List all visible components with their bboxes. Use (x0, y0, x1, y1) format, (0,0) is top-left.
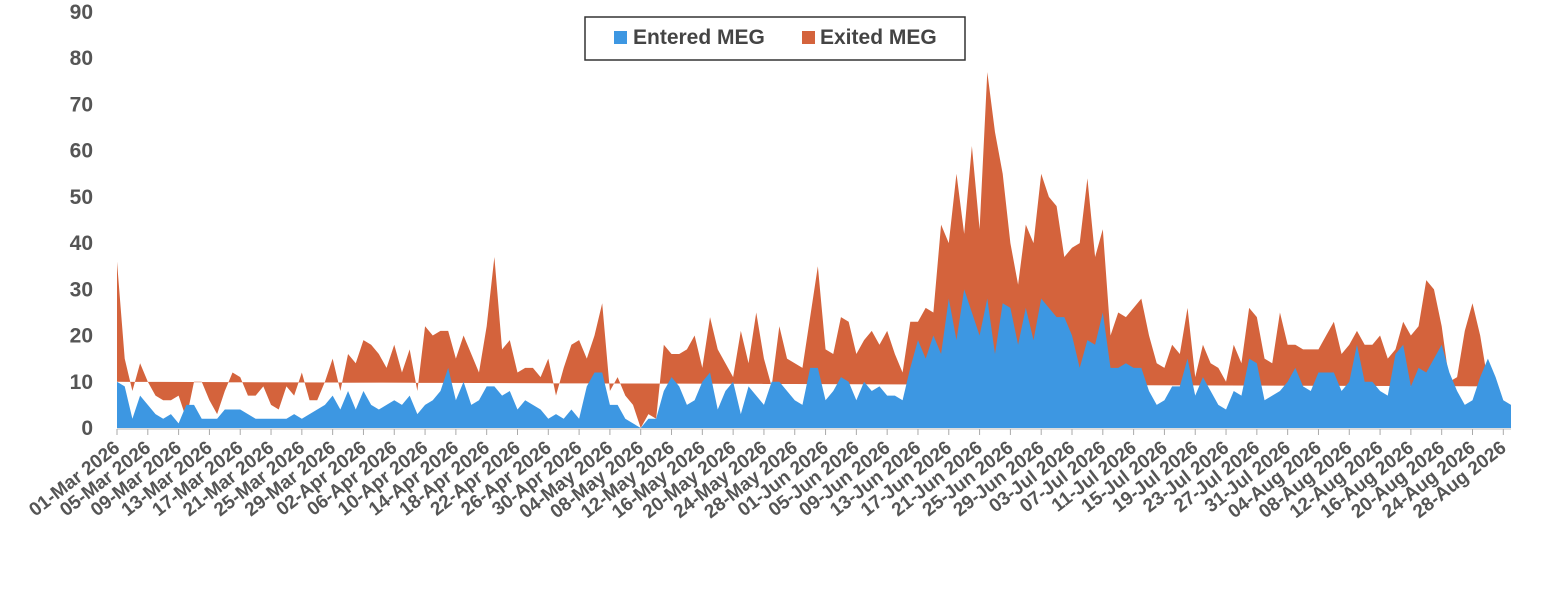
legend-box (584, 16, 966, 61)
legend-label-exited: Exited MEG (820, 26, 937, 49)
y-tick-label: 40 (70, 232, 93, 255)
y-tick-label: 90 (70, 1, 93, 24)
y-tick-label: 10 (70, 371, 93, 394)
y-tick-label: 20 (70, 325, 93, 348)
y-tick-label: 60 (70, 140, 93, 163)
y-axis: 0 10 20 30 40 50 60 70 80 90 (70, 1, 93, 440)
plot-area (117, 72, 1511, 428)
legend-label-entered: Entered MEG (633, 26, 765, 49)
y-tick-label: 0 (81, 417, 93, 440)
y-tick-label: 80 (70, 47, 93, 70)
series-area-exited (117, 72, 1504, 428)
legend-swatch-exited (802, 31, 815, 44)
legend-swatch-entered (614, 31, 627, 44)
series-area-entered (117, 289, 1511, 428)
y-tick-label: 50 (70, 186, 93, 209)
y-tick-label: 70 (70, 93, 93, 116)
legend: Entered MEG Exited MEG (584, 16, 966, 61)
y-tick-label: 30 (70, 278, 93, 301)
